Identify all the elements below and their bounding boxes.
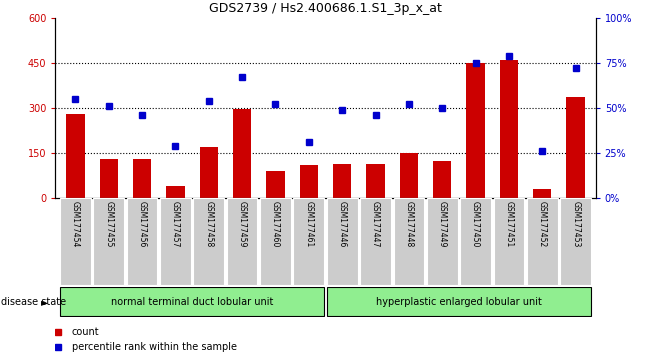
Text: GSM177456: GSM177456: [137, 201, 146, 247]
Bar: [500, 60, 518, 198]
Text: GSM177459: GSM177459: [238, 201, 247, 247]
FancyBboxPatch shape: [93, 198, 124, 285]
Bar: [266, 171, 284, 198]
Bar: [299, 165, 318, 198]
Bar: [333, 164, 352, 198]
Text: GSM177460: GSM177460: [271, 201, 280, 247]
Bar: [233, 109, 251, 198]
Bar: [100, 159, 118, 198]
Text: GSM177453: GSM177453: [571, 201, 580, 247]
FancyBboxPatch shape: [127, 198, 158, 285]
FancyBboxPatch shape: [227, 198, 257, 285]
Text: disease state: disease state: [1, 297, 66, 307]
FancyBboxPatch shape: [561, 198, 591, 285]
Bar: [533, 189, 551, 198]
Text: GSM177448: GSM177448: [404, 201, 413, 247]
Text: GSM177455: GSM177455: [104, 201, 113, 247]
FancyBboxPatch shape: [460, 198, 491, 285]
FancyBboxPatch shape: [427, 198, 458, 285]
Text: GSM177446: GSM177446: [338, 201, 347, 247]
FancyBboxPatch shape: [360, 198, 391, 285]
Text: ►: ►: [41, 297, 49, 307]
Bar: [466, 63, 485, 198]
FancyBboxPatch shape: [60, 287, 324, 316]
FancyBboxPatch shape: [60, 198, 90, 285]
FancyBboxPatch shape: [160, 198, 191, 285]
Text: GSM177454: GSM177454: [71, 201, 80, 247]
Text: GSM177447: GSM177447: [371, 201, 380, 247]
Bar: [566, 97, 585, 198]
FancyBboxPatch shape: [327, 287, 591, 316]
Bar: [367, 164, 385, 198]
Title: GDS2739 / Hs2.400686.1.S1_3p_x_at: GDS2739 / Hs2.400686.1.S1_3p_x_at: [209, 2, 442, 15]
Text: GSM177449: GSM177449: [437, 201, 447, 247]
Bar: [400, 153, 418, 198]
Text: hyperplastic enlarged lobular unit: hyperplastic enlarged lobular unit: [376, 297, 542, 307]
Text: GSM177461: GSM177461: [304, 201, 313, 247]
Bar: [133, 159, 151, 198]
Text: GSM177450: GSM177450: [471, 201, 480, 247]
Text: GSM177452: GSM177452: [538, 201, 547, 247]
Bar: [66, 114, 85, 198]
Bar: [200, 147, 218, 198]
Text: count: count: [72, 327, 99, 337]
Bar: [166, 186, 185, 198]
Text: GSM177451: GSM177451: [505, 201, 514, 247]
Text: GSM177458: GSM177458: [204, 201, 214, 247]
FancyBboxPatch shape: [327, 198, 357, 285]
FancyBboxPatch shape: [527, 198, 558, 285]
FancyBboxPatch shape: [193, 198, 224, 285]
FancyBboxPatch shape: [294, 198, 324, 285]
Text: GSM177457: GSM177457: [171, 201, 180, 247]
FancyBboxPatch shape: [260, 198, 291, 285]
FancyBboxPatch shape: [493, 198, 524, 285]
Text: percentile rank within the sample: percentile rank within the sample: [72, 342, 236, 352]
FancyBboxPatch shape: [394, 198, 424, 285]
Text: normal terminal duct lobular unit: normal terminal duct lobular unit: [111, 297, 273, 307]
Bar: [433, 161, 451, 198]
